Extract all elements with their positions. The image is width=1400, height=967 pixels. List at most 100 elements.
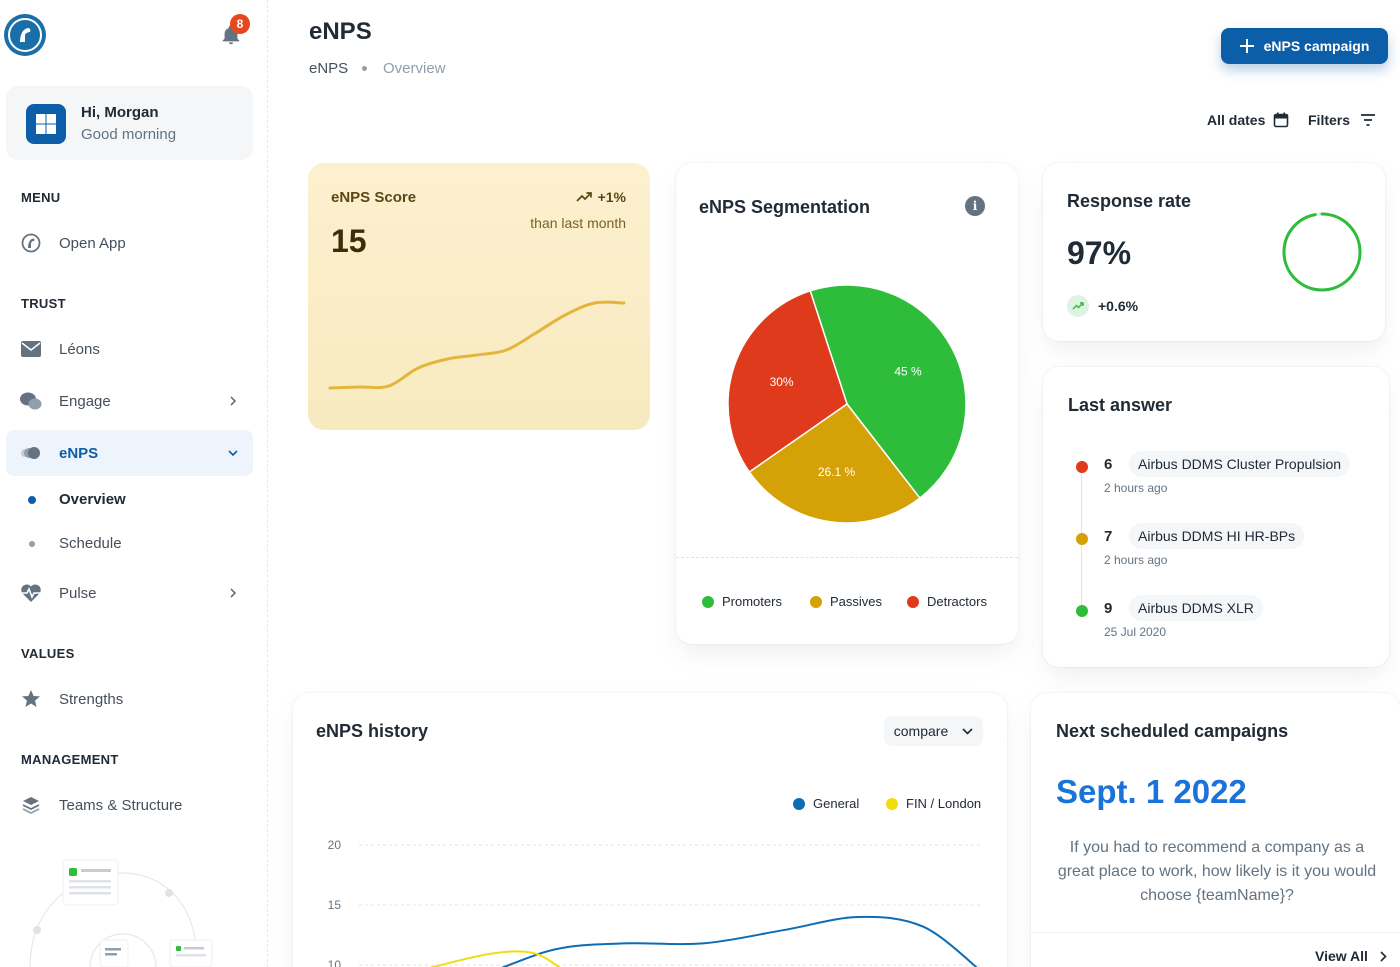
pie-slice-label: 26.1 % [818, 465, 856, 479]
score-trend: +1% [575, 189, 626, 205]
sidebar-item-enps[interactable]: eNPS [6, 430, 253, 476]
sidebar-subitem-label: Schedule [59, 535, 122, 552]
answer-team-chip: Airbus DDMS XLR [1129, 595, 1263, 621]
trending-up-icon [1067, 295, 1089, 317]
divider [1031, 932, 1400, 933]
sidebar-item-label: Open App [59, 234, 126, 252]
legend-detractors: Detractors [907, 594, 987, 609]
series-line-fin-london [429, 950, 561, 967]
section-trust: TRUST [21, 296, 66, 311]
chevron-down-icon [228, 450, 238, 457]
avatar [26, 104, 66, 144]
logo-icon [8, 18, 42, 52]
legend-swatch [702, 595, 714, 608]
sidebar-item-strengths[interactable]: Strengths [6, 676, 253, 722]
calendar-icon [1274, 112, 1289, 128]
response-rate-progress-ring [1282, 212, 1362, 292]
pie-slice-passives[interactable] [748, 402, 921, 524]
legend-swatch [907, 595, 919, 608]
answer-item[interactable]: 6 Airbus DDMS Cluster Propulsion 2 hours… [1043, 449, 1389, 509]
answer-time: 2 hours ago [1104, 553, 1168, 567]
page-title: eNPS [309, 18, 372, 45]
sidebar: 8 Hi, Morgan Good morning MENU Open App … [0, 0, 268, 967]
answer-time: 25 Jul 2020 [1104, 625, 1167, 639]
score-trend-value: +1% [597, 189, 626, 205]
campaign-question: If you had to recommend a company as a g… [1057, 839, 1377, 904]
sidebar-item-teams-structure[interactable]: Teams & Structure [6, 782, 253, 828]
notification-badge: 8 [230, 14, 250, 34]
breadcrumb-link-enps[interactable]: eNPS [309, 60, 349, 77]
open-app-icon [20, 232, 42, 254]
response-rate-trend: +0.6% [1098, 298, 1139, 314]
windows-icon [36, 114, 56, 134]
sidebar-subitem-overview[interactable]: Overview [6, 480, 253, 520]
legend-swatch [793, 797, 805, 810]
answer-score: 7 [1104, 528, 1113, 545]
breadcrumb-separator [362, 66, 367, 71]
series-line-general [501, 915, 978, 967]
date-filter-label: All dates [1207, 112, 1266, 128]
orbit-illustration [29, 859, 213, 967]
legend-swatch [810, 595, 822, 608]
app-logo[interactable] [4, 14, 46, 56]
trending-up-icon [575, 192, 592, 202]
sidebar-subitem-label: Overview [59, 491, 126, 508]
next-campaign-date: Sept. 1 2022 [1056, 773, 1247, 810]
enps-score-card: eNPS Score 15 +1% than last month [308, 163, 650, 430]
campaign-button-label: eNPS campaign [1263, 38, 1370, 54]
legend-label: Passives [830, 594, 883, 609]
chevron-right-icon [1380, 950, 1387, 962]
legend-label: Promoters [722, 594, 782, 609]
sidebar-item-engage[interactable]: Engage [6, 378, 253, 424]
user-card[interactable]: Hi, Morgan Good morning [6, 86, 253, 160]
answer-item[interactable]: 9 Airbus DDMS XLR 25 Jul 2020 [1043, 593, 1389, 653]
chat-bubbles-icon [20, 390, 42, 412]
sidebar-item-leons[interactable]: Léons [6, 326, 253, 372]
sidebar-item-label: Pulse [59, 584, 97, 602]
sidebar-item-pulse[interactable]: Pulse [6, 570, 253, 616]
section-management: MANAGEMENT [21, 752, 119, 767]
enps-history-card: eNPS history compare General FIN / Londo… [293, 693, 1007, 967]
date-filter-button[interactable]: All dates [1207, 112, 1289, 128]
view-all-link[interactable]: View All [1315, 948, 1387, 964]
chevron-right-icon [230, 588, 237, 598]
pie-slice-label: 30% [770, 375, 794, 389]
answer-score: 9 [1104, 600, 1113, 617]
legend-fin-london: FIN / London [886, 796, 981, 811]
compare-dropdown[interactable]: compare [884, 716, 983, 746]
filters-label: Filters [1308, 112, 1351, 128]
next-campaigns-card: Next scheduled campaigns Sept. 1 2022 If… [1031, 693, 1400, 967]
sidebar-item-label: Strengths [59, 690, 124, 708]
y-tick-label: 15 [328, 898, 342, 912]
section-values: VALUES [21, 646, 75, 661]
pie-slice-detractors[interactable] [727, 289, 848, 474]
enps-icon [20, 442, 42, 464]
user-greeting: Hi, Morgan [81, 104, 159, 121]
pie-slice-promoters[interactable] [809, 284, 967, 500]
inactive-dot [29, 541, 35, 547]
active-dot [28, 496, 36, 504]
answer-item[interactable]: 7 Airbus DDMS HI HR-BPs 2 hours ago [1043, 521, 1389, 581]
last-answer-title: Last answer [1068, 395, 1173, 415]
sidebar-item-open-app[interactable]: Open App [6, 220, 253, 266]
filters-button[interactable]: Filters [1308, 112, 1376, 128]
sidebar-subitem-schedule[interactable]: Schedule [6, 524, 253, 564]
y-tick-label: 10 [328, 958, 342, 967]
sidebar-item-label: Engage [59, 392, 111, 410]
legend-label: Detractors [927, 594, 987, 609]
response-rate-value: 97% [1067, 235, 1132, 271]
history-line-chart: 20 15 10 [328, 838, 983, 967]
segmentation-title: eNPS Segmentation [699, 197, 871, 217]
sidebar-item-label: Léons [59, 340, 100, 358]
history-title: eNPS history [316, 721, 429, 741]
enps-segmentation-card: eNPS Segmentation i 45 % 26.1 % 30% Promot… [676, 163, 1018, 644]
answer-status-dot [1076, 605, 1088, 617]
layers-icon [20, 794, 42, 816]
new-enps-campaign-button[interactable]: eNPS campaign [1221, 28, 1388, 64]
info-icon[interactable]: i [965, 196, 985, 216]
answer-team-chip: Airbus DDMS Cluster Propulsion [1129, 451, 1351, 477]
divider [676, 557, 1018, 558]
user-subtitle: Good morning [81, 126, 177, 143]
chevron-right-icon [230, 396, 237, 406]
section-menu: MENU [21, 190, 61, 205]
